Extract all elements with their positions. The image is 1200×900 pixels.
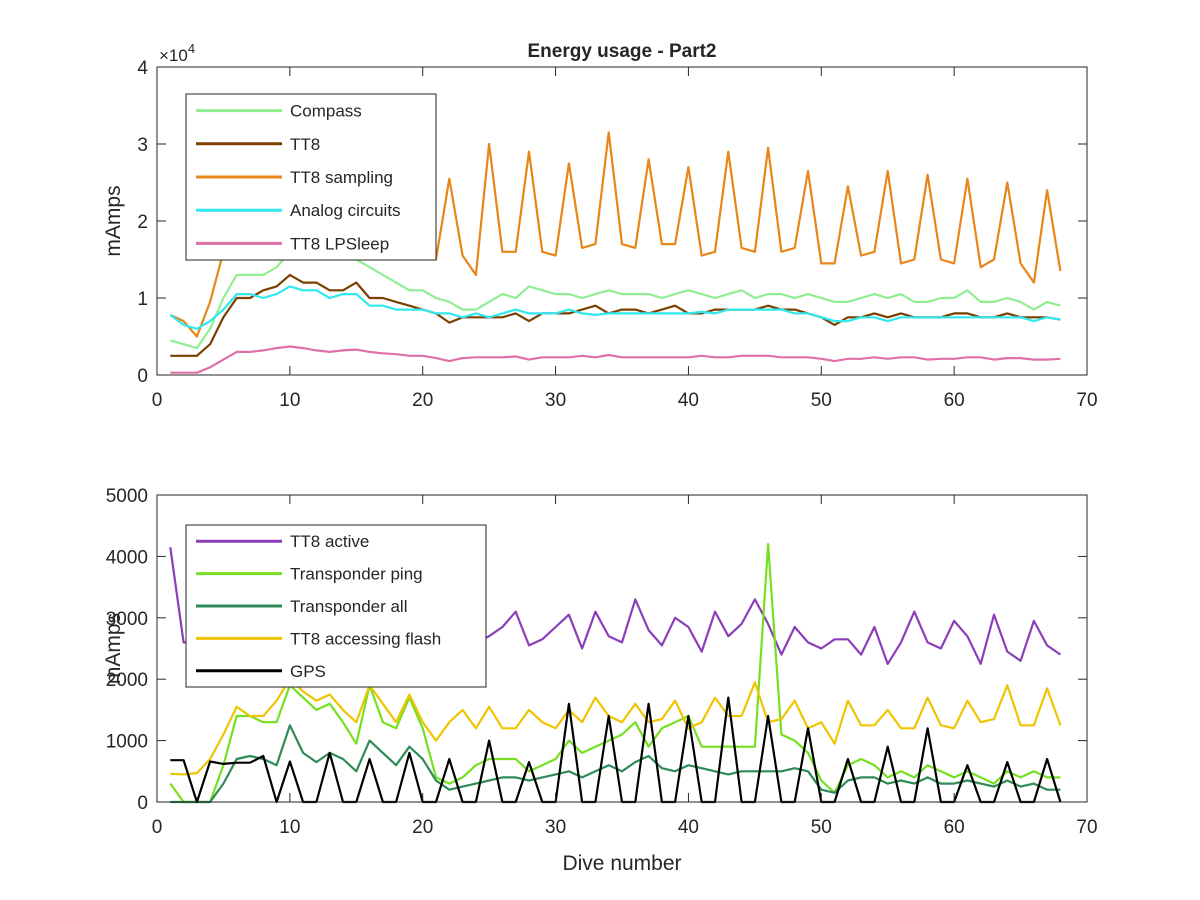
y-tick-label: 0 [137,793,148,814]
legend-label: Transponder ping [290,565,423,584]
x-tick-label: 70 [1076,390,1097,411]
y-tick-label: 3000 [106,609,148,630]
series-line-analog-circuits [169,285,1061,330]
legend-label: TT8 accessing flash [290,629,441,648]
series-line-transponder-all [170,724,1061,804]
y-exponent-power: 4 [188,41,195,56]
x-tick-label: 10 [279,817,300,838]
axes-frame [156,494,1088,803]
legend-label: TT8 sampling [290,168,393,187]
x-tick-label: 0 [152,817,163,838]
y-exponent-base: ×10 [159,46,188,65]
legend-label: Transponder all [290,597,408,616]
x-tick-label: 0 [152,390,163,411]
y-axis-label: mAmps [102,613,125,684]
x-tick-label: 40 [678,817,699,838]
x-tick-label: 20 [412,390,433,411]
y-tick-label: 2 [137,212,148,233]
legend-label: GPS [290,662,326,681]
y-axis-label: mAmps [102,185,125,256]
legend-label: Compass [290,102,362,121]
x-tick-label: 20 [412,817,433,838]
x-tick-label: 60 [944,390,965,411]
subplot-2: 0 10 20 30 40 50 60 70 0 1000 2000 3000 4000 5000 mAmp… [102,486,1098,875]
chart-title: Energy usage - Part2 [527,41,716,62]
legend-label: Analog circuits [290,201,401,220]
x-tick-label: 30 [545,390,566,411]
x-tick-label: 50 [811,817,832,838]
x-tick-label: 60 [944,817,965,838]
y-tick-label: 1 [137,289,148,310]
x-axis-label: Dive number [562,852,681,875]
y-tick-label: 4 [137,58,148,79]
y-tick-label: 0 [137,366,148,387]
legend-box [185,93,437,261]
series-line-tt8-accessing-flash [170,678,1062,776]
y-tick-label: 3 [137,135,148,156]
y-tick-label: 2000 [106,670,148,691]
y-tick-label: 5000 [106,486,148,507]
y-tick-label: 4000 [106,547,148,568]
legend: TT8 active Transponder ping Transponder al… [185,524,487,688]
x-tick-label: 30 [545,817,566,838]
legend: Compass TT8 TT8 sampling Analog circuits TT8… [185,93,437,261]
x-tick-label: 50 [811,390,832,411]
legend-label: TT8 active [290,532,369,551]
y-tick-label: 1000 [106,732,148,753]
series-line-tt8-lpsleep [170,345,1061,374]
y-exponent-label: ×104 [159,41,195,65]
series-line-transponder-ping [169,542,1061,804]
x-tick-label: 10 [279,390,300,411]
x-tick-label: 70 [1076,817,1097,838]
legend-label: TT8 LPSleep [290,234,389,253]
legend-label: TT8 [290,135,320,154]
x-tick-label: 40 [678,390,699,411]
